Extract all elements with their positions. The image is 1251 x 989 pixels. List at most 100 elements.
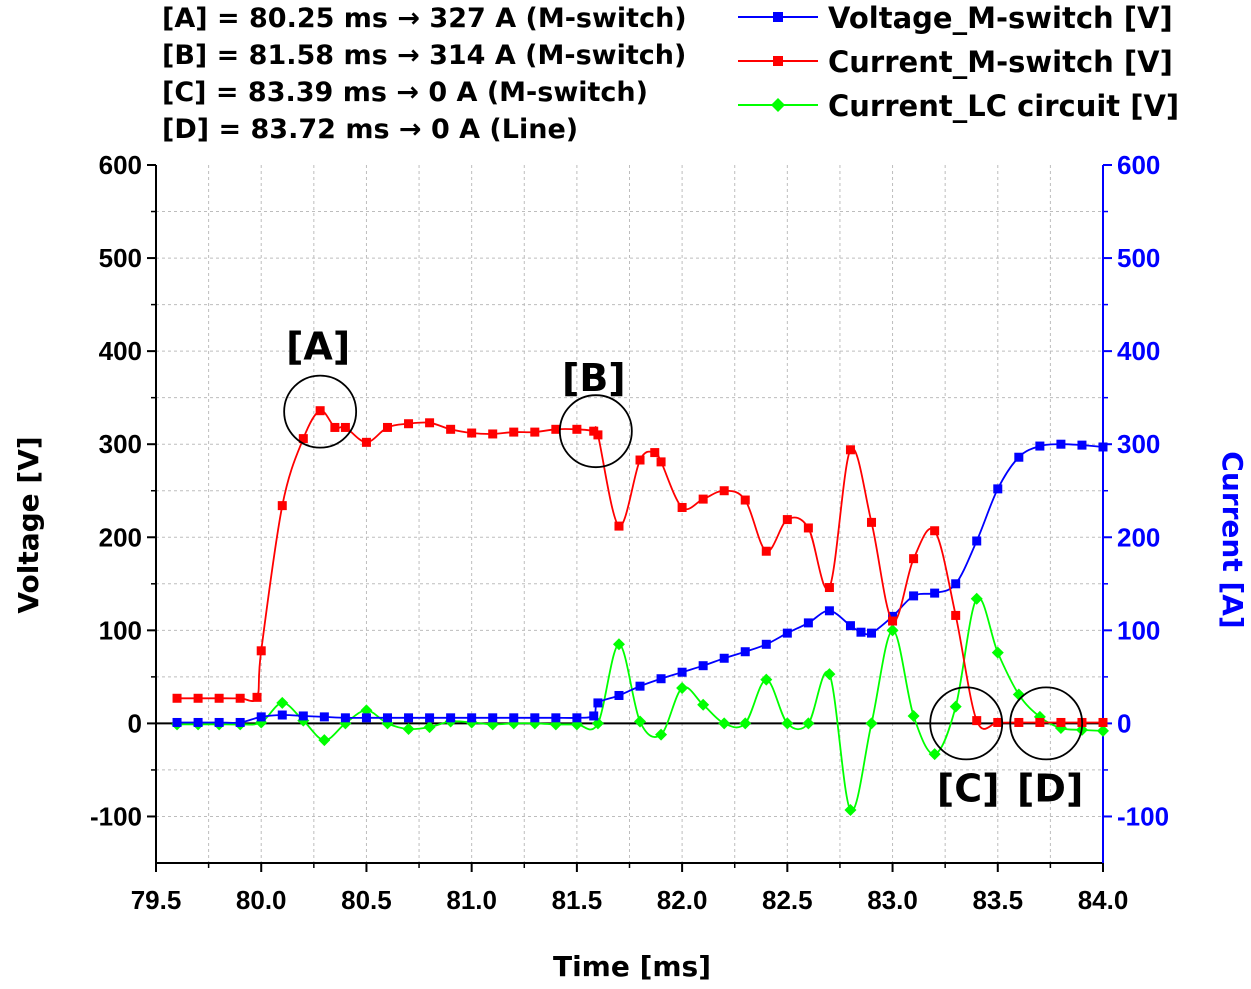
data-point-current-lc (802, 717, 815, 730)
data-point-voltage-mswitch (530, 713, 540, 723)
x-tick-label: 82.5 (762, 885, 813, 915)
data-point-current-mswitch (888, 616, 898, 626)
data-point-current-mswitch (172, 693, 182, 703)
data-point-current-mswitch (698, 494, 708, 504)
marker-label: [D] (1017, 766, 1083, 810)
data-point-current-mswitch (256, 646, 266, 656)
data-point-voltage-mswitch (319, 712, 329, 722)
y-tick-label-left: 200 (99, 522, 142, 552)
data-point-current-mswitch (446, 424, 456, 434)
y-tick-label-left: 0 (128, 708, 142, 738)
data-point-voltage-mswitch (656, 674, 666, 684)
data-point-voltage-mswitch (614, 690, 624, 700)
data-point-voltage-mswitch (1014, 452, 1024, 462)
grid (156, 165, 1103, 863)
x-tick-label: 80.5 (341, 885, 392, 915)
y-tick-label-right: 500 (1117, 243, 1160, 273)
legend-label-current-mswitch: Current_M-switch [V] (828, 45, 1173, 79)
data-point-current-mswitch (330, 422, 340, 432)
data-point-voltage-mswitch (340, 713, 350, 723)
data-point-voltage-mswitch (214, 717, 224, 727)
data-point-current-mswitch (930, 526, 940, 536)
x-tick-label: 80.0 (236, 885, 287, 915)
data-point-voltage-mswitch (824, 606, 834, 616)
highlight-circle (283, 374, 358, 449)
y-tick-label-left: 300 (99, 429, 142, 459)
data-point-current-lc (760, 673, 773, 686)
data-point-current-lc (402, 722, 415, 735)
data-point-current-mswitch (803, 523, 813, 533)
data-point-voltage-mswitch (972, 536, 982, 546)
data-point-voltage-mswitch (572, 713, 582, 723)
data-point-voltage-mswitch (589, 711, 599, 721)
data-point-voltage-mswitch (867, 628, 877, 638)
x-tick-label: 83.5 (972, 885, 1023, 915)
y-tick-label-right: 100 (1117, 615, 1160, 645)
annotation-line: [D] = 83.72 ms → 0 A (Line) (162, 114, 578, 145)
data-point-voltage-mswitch (551, 713, 561, 723)
y-tick-label-right: -100 (1117, 801, 1169, 831)
data-point-voltage-mswitch (1035, 441, 1045, 451)
y-tick-label-right: 600 (1117, 150, 1160, 180)
data-point-voltage-mswitch (277, 710, 287, 720)
data-point-current-lc (697, 698, 710, 711)
data-point-current-mswitch (1098, 717, 1108, 727)
legend-marker-current-mswitch (773, 56, 783, 66)
data-point-current-mswitch (572, 424, 582, 434)
data-point-voltage-mswitch (635, 681, 645, 691)
data-point-current-mswitch (315, 406, 325, 416)
data-point-current-mswitch (530, 427, 540, 437)
x-tick-label: 81.0 (446, 885, 497, 915)
y-axis-right-title: Current [A] (1216, 451, 1249, 628)
data-point-voltage-mswitch (930, 588, 940, 598)
data-point-current-lc (718, 717, 731, 730)
series-line-current-lc (176, 596, 1104, 812)
data-point-current-mswitch (656, 457, 666, 467)
data-point-voltage-mswitch (951, 579, 961, 589)
data-point-current-mswitch (867, 517, 877, 527)
data-point-current-mswitch (425, 418, 435, 428)
y-axis-left-title: Voltage [V] (12, 436, 45, 613)
data-point-current-mswitch (972, 716, 982, 726)
y-tick-label-left: 500 (99, 243, 142, 273)
data-point-current-lc (823, 668, 836, 681)
data-point-current-lc (318, 734, 331, 747)
data-point-voltage-mswitch (803, 618, 813, 628)
highlight-circle (558, 394, 633, 469)
data-point-voltage-mswitch (698, 661, 708, 671)
data-point-current-mswitch (361, 437, 371, 447)
data-point-current-mswitch (1035, 717, 1045, 727)
data-point-current-mswitch (824, 583, 834, 593)
data-point-voltage-mswitch (425, 713, 435, 723)
data-point-current-mswitch (635, 455, 645, 465)
data-point-voltage-mswitch (761, 639, 771, 649)
y-tick-label-left: 100 (99, 615, 142, 645)
data-point-voltage-mswitch (909, 591, 919, 601)
data-point-current-mswitch (909, 554, 919, 564)
data-point-current-mswitch (650, 448, 660, 458)
legend-label-current-lc: Current_LC circuit [V] (828, 89, 1179, 123)
annotation-line: [A] = 80.25 ms → 327 A (M-switch) (162, 3, 687, 34)
data-point-current-mswitch (593, 430, 603, 440)
data-point-current-mswitch (677, 502, 687, 512)
data-point-voltage-mswitch (256, 712, 266, 722)
annotation-line: [B] = 81.58 ms → 314 A (M-switch) (162, 40, 686, 71)
data-point-current-mswitch (761, 546, 771, 556)
data-point-voltage-mswitch (593, 698, 603, 708)
data-point-voltage-mswitch (509, 713, 519, 723)
data-point-current-mswitch (614, 521, 624, 531)
data-point-current-lc (991, 646, 1004, 659)
legend-label-voltage: Voltage_M-switch [V] (828, 1, 1173, 35)
data-point-current-lc (844, 803, 857, 816)
data-point-voltage-mswitch (740, 647, 750, 657)
data-point-voltage-mswitch (1098, 442, 1108, 452)
data-point-voltage-mswitch (446, 713, 456, 723)
data-point-voltage-mswitch (782, 628, 792, 638)
data-point-voltage-mswitch (382, 713, 392, 723)
highlight-circle (929, 686, 1004, 761)
data-point-current-mswitch (235, 693, 245, 703)
data-point-voltage-mswitch (488, 713, 498, 723)
annotation-block: [A] = 80.25 ms → 327 A (M-switch) [B] = … (162, 3, 687, 145)
data-point-current-lc (1097, 724, 1109, 737)
